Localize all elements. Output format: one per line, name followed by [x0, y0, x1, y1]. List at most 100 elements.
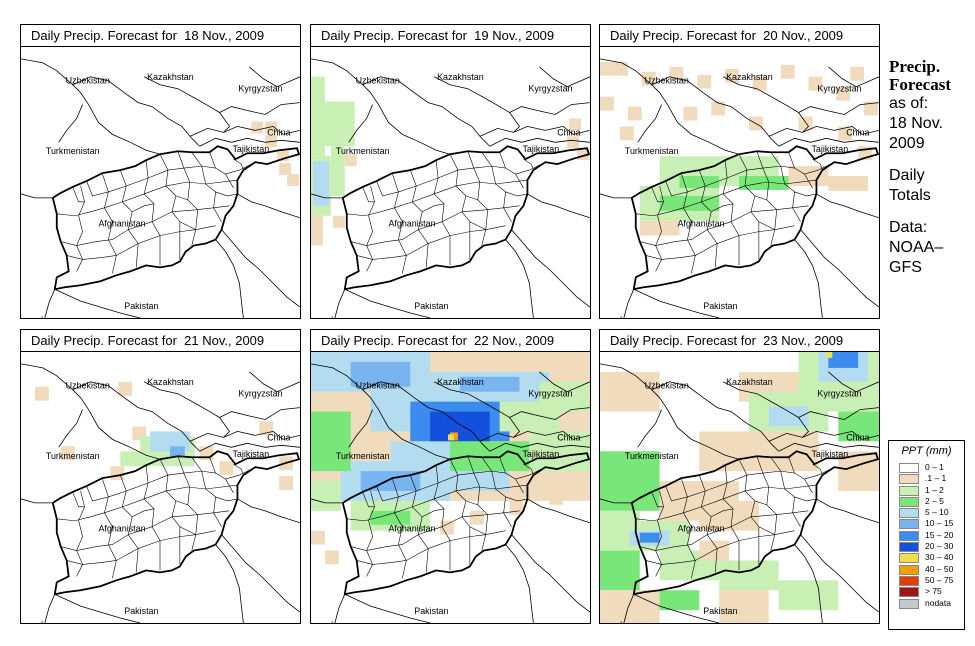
- country-border: [215, 544, 244, 623]
- province-border: [515, 161, 546, 175]
- forecast-info: Precip. Forecast as of: 18 Nov. 2009 Dai…: [889, 58, 973, 278]
- province-border: [86, 165, 216, 197]
- province-border: [191, 457, 222, 527]
- country-label-pakistan: Pakistan: [414, 301, 448, 311]
- precip-cell: [324, 550, 339, 565]
- province-border: [191, 152, 222, 222]
- legend-item: > 75: [889, 586, 964, 598]
- country-label-uzbekistan: Uzbekistan: [66, 381, 110, 391]
- precip-cell: [311, 481, 341, 511]
- country-label-kyrgyzstan: Kyrgyzstan: [528, 389, 572, 399]
- province-border: [422, 203, 445, 213]
- country-border: [489, 137, 590, 147]
- precip-cell: [798, 116, 813, 131]
- legend-label: 30 – 40: [925, 552, 954, 563]
- precip-cell: [619, 126, 634, 141]
- legend-swatch: [899, 530, 919, 541]
- country-border: [722, 381, 879, 420]
- province-border: [794, 191, 817, 197]
- precip-cell: [577, 148, 589, 161]
- country-label-kazakhstan: Kazakhstan: [147, 72, 194, 82]
- country-border: [199, 442, 300, 452]
- country-label-iran: Iran: [41, 315, 56, 318]
- province-border: [465, 195, 478, 201]
- country-border: [600, 498, 632, 504]
- country-label-tajikistan: Tajikistan: [232, 144, 269, 154]
- legend-item: 20 – 30: [889, 541, 964, 553]
- country-border: [768, 430, 879, 442]
- country-label-kyrgyzstan: Kyrgyzstan: [528, 84, 572, 94]
- forecast-map-panel: Uzbekistan Kazakhstan Kyrgyzstan China Turkm…: [20, 351, 301, 624]
- country-border: [637, 409, 662, 448]
- province-border: [376, 470, 506, 502]
- precip-map: Uzbekistan Kazakhstan Kyrgyzstan China Turkm…: [311, 352, 590, 623]
- country-border: [21, 58, 161, 155]
- province-border: [86, 470, 216, 502]
- province-border: [356, 530, 506, 565]
- precip-cell: [251, 121, 264, 134]
- precip-cell: [828, 352, 859, 368]
- legend-label: .1 – 1: [925, 473, 947, 484]
- precip-cell: [370, 510, 411, 525]
- precip-cell: [169, 446, 185, 457]
- country-border: [505, 239, 534, 318]
- country-label-afghanistan: Afghanistan: [388, 219, 435, 229]
- legend-swatch: [899, 463, 919, 473]
- precip-cell: [569, 481, 584, 495]
- province-border: [209, 152, 234, 189]
- legend-item: nodata: [889, 598, 964, 610]
- country-label-iran: Iran: [620, 315, 635, 318]
- province-border: [758, 221, 775, 230]
- country-border: [21, 193, 53, 199]
- country-label-china: China: [557, 127, 580, 137]
- asof-label: as of:: [889, 95, 929, 112]
- province-border: [481, 152, 512, 222]
- country-label-pakistan: Pakistan: [124, 606, 158, 616]
- precip-cell: [699, 540, 730, 561]
- province-border: [812, 158, 823, 171]
- country-label-kyrgyzstan: Kyrgyzstan: [238, 389, 282, 399]
- country-border: [633, 288, 720, 318]
- country-label-pakistan: Pakistan: [703, 301, 737, 311]
- country-border: [539, 371, 590, 393]
- country-border: [334, 594, 346, 623]
- country-border: [199, 137, 300, 147]
- country-label-afghanistan: Afghanistan: [98, 524, 145, 534]
- legend-label: 0 – 1: [925, 462, 944, 472]
- legend-swatch: [899, 553, 919, 564]
- precip-cell: [277, 149, 290, 162]
- precip-cell: [808, 76, 823, 91]
- province-border: [56, 484, 238, 522]
- province-border: [132, 508, 155, 518]
- country-border: [219, 417, 231, 438]
- precip-cell: [613, 61, 628, 76]
- afghanistan-border: [341, 450, 590, 596]
- precip-cell: [350, 361, 411, 387]
- country-border: [828, 371, 879, 393]
- precip-map: Uzbekistan Kazakhstan Kyrgyzstan China Turkm…: [311, 58, 590, 318]
- country-border: [54, 288, 141, 318]
- country-label-turkmenistan: Turkmenistan: [625, 451, 679, 461]
- country-border: [511, 229, 590, 308]
- country-label-iran: Iran: [331, 315, 346, 318]
- afghanistan-border: [630, 145, 879, 291]
- country-border: [828, 66, 879, 88]
- legend-swatch: [899, 485, 919, 496]
- province-border: [499, 152, 524, 189]
- country-border: [800, 534, 879, 613]
- precip-cell: [344, 154, 357, 167]
- province-border: [469, 221, 486, 230]
- province-border: [225, 161, 256, 175]
- country-border: [798, 112, 810, 133]
- precip-cell: [639, 532, 660, 543]
- precip-cell: [567, 136, 580, 149]
- afghanistan-border: [341, 145, 590, 291]
- province-border: [505, 496, 528, 502]
- province-border: [60, 205, 230, 246]
- country-label-uzbekistan: Uzbekistan: [356, 381, 400, 391]
- totals-line2: Totals: [889, 187, 931, 204]
- forecast-panel-title: Daily Precip. Forecast for 21 Nov., 2009: [20, 329, 301, 351]
- country-label-iran: Iran: [620, 620, 635, 623]
- precip-cell: [311, 76, 325, 157]
